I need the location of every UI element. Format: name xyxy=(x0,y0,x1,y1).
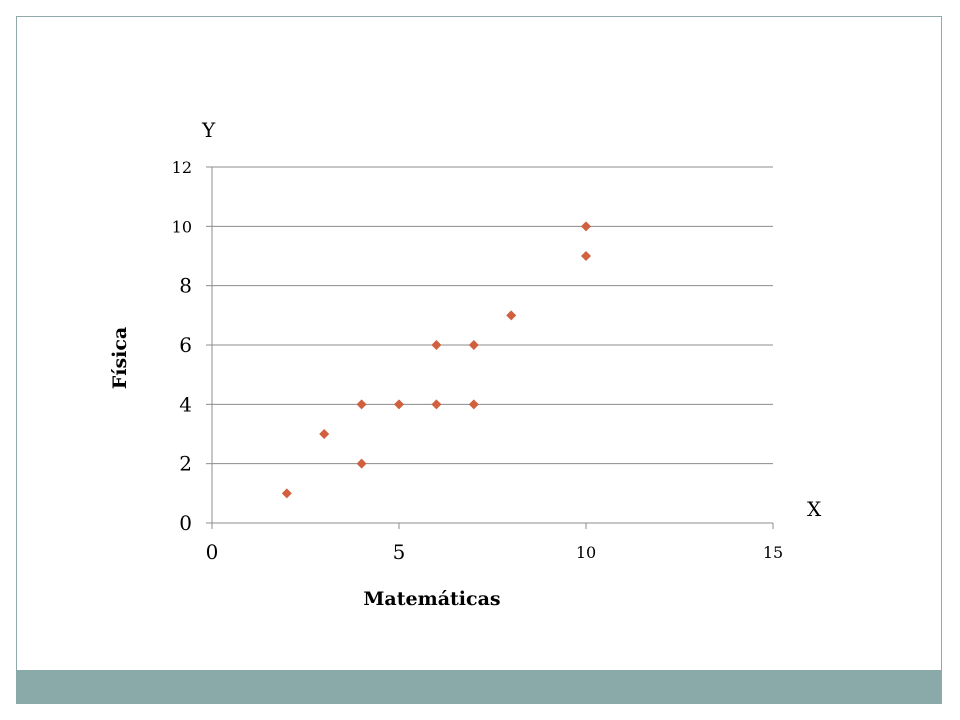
data-point xyxy=(468,399,479,410)
y-axis-letter: Y xyxy=(201,118,216,142)
data-point xyxy=(506,310,517,321)
data-point xyxy=(468,340,479,350)
y-tick-label: 4 xyxy=(179,392,192,416)
data-point xyxy=(281,488,292,499)
x-tick-label: 15 xyxy=(763,543,783,562)
data-point xyxy=(356,458,367,469)
y-tick-label: 0 xyxy=(179,511,192,535)
x-tick-label: 10 xyxy=(576,543,596,562)
data-point xyxy=(581,251,591,261)
slide-frame xyxy=(16,16,942,704)
axes xyxy=(206,166,774,529)
data-point xyxy=(394,399,404,410)
y-tick-labels: 0 2 4 6 8 10 12 xyxy=(172,158,192,535)
y-axis-title: Física xyxy=(109,327,131,390)
x-axis-title: Matemáticas xyxy=(363,588,500,610)
data-point xyxy=(581,221,591,232)
data-points xyxy=(281,221,591,499)
x-tick-label: 0 xyxy=(206,540,219,564)
x-tick-label: 5 xyxy=(393,540,406,564)
x-tick-labels: 0 5 10 15 xyxy=(206,540,784,564)
footer-bar xyxy=(16,670,942,704)
grid-lines xyxy=(212,166,773,465)
data-point xyxy=(431,399,442,410)
y-tick-label: 10 xyxy=(172,217,192,236)
data-point xyxy=(356,399,367,410)
x-axis-letter: X xyxy=(807,497,822,521)
data-point xyxy=(319,429,330,439)
y-tick-label: 12 xyxy=(172,158,192,177)
data-point xyxy=(431,340,442,350)
y-tick-label: 8 xyxy=(179,274,192,298)
y-tick-label: 6 xyxy=(179,333,192,357)
y-tick-label: 2 xyxy=(179,452,192,476)
